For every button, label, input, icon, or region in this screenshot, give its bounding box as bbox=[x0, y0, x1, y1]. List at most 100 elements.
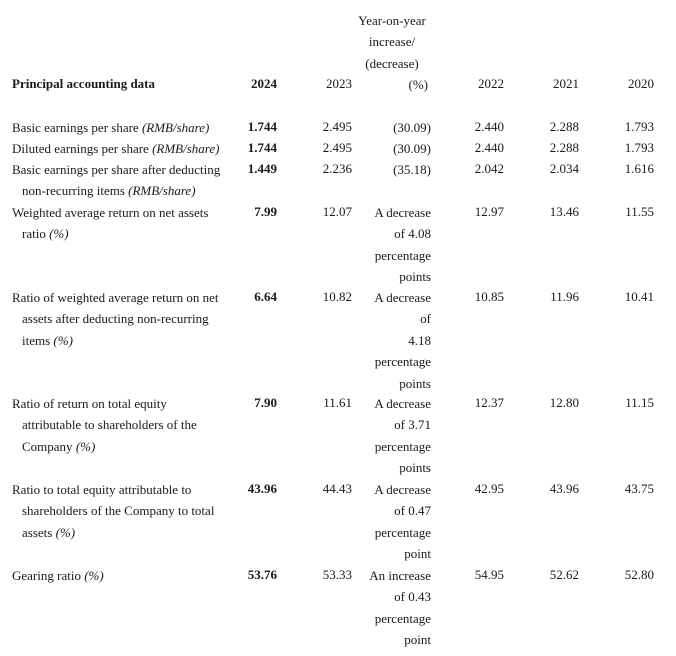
cell-2022: 54.95 bbox=[474, 567, 504, 582]
yoy-line: point bbox=[404, 632, 431, 648]
cell-2023: 10.82 bbox=[322, 289, 352, 304]
row-label-text: ratio bbox=[22, 226, 50, 242]
row-label-text: Ratio of return on total equity bbox=[12, 396, 167, 411]
cell-yoy: An increase of 0.43 percentage point bbox=[355, 565, 431, 651]
row-label-text: Ratio to total equity attributable to bbox=[12, 482, 192, 497]
row-label-text: Gearing ratio bbox=[12, 568, 85, 583]
yoy-line: of 0.43 bbox=[394, 589, 431, 605]
row-label-text: Company bbox=[22, 438, 76, 454]
yoy-line: An increase bbox=[369, 568, 431, 583]
cell-2020: 1.793 bbox=[624, 119, 654, 134]
yoy-line: A decrease bbox=[374, 290, 431, 305]
cell-2024: 1.744 bbox=[247, 140, 277, 155]
row-label-text: items bbox=[22, 332, 54, 348]
yoy-line: of 4.08 bbox=[394, 226, 431, 242]
yoy-line: of bbox=[420, 311, 431, 327]
cell-2023: 2.236 bbox=[322, 161, 352, 176]
cell-2023: 53.33 bbox=[322, 567, 352, 582]
row-label-text: non-recurring items bbox=[22, 183, 129, 199]
row-label-text: Basic earnings per share bbox=[12, 120, 142, 135]
cell-2023: 12.07 bbox=[322, 204, 352, 219]
cell-2021: 12.80 bbox=[549, 395, 579, 410]
row-label-basic-eps: Basic earnings per share (RMB/share) bbox=[12, 117, 237, 138]
header-year-2021: 2021 bbox=[553, 76, 579, 91]
cell-2021: 2.288 bbox=[549, 119, 579, 134]
cell-2022: 2.440 bbox=[474, 140, 504, 155]
yoy-line: A decrease bbox=[374, 396, 431, 411]
cell-2020: 1.616 bbox=[624, 161, 654, 176]
yoy-line: points bbox=[399, 269, 431, 285]
cell-2024: 7.90 bbox=[254, 395, 277, 410]
cell-2022: 2.042 bbox=[474, 161, 504, 176]
table-title: Principal accounting data bbox=[12, 76, 156, 91]
row-label-unit: (RMB/share) bbox=[152, 141, 220, 156]
cell-2020: 11.55 bbox=[625, 204, 654, 219]
cell-2023: 2.495 bbox=[322, 119, 352, 134]
yoy-line: of 0.47 bbox=[394, 503, 431, 519]
row-label-text: attributable to shareholders of the bbox=[22, 417, 197, 433]
cell-2024: 53.76 bbox=[247, 567, 277, 582]
cell-2020: 1.793 bbox=[624, 140, 654, 155]
cell-yoy: (30.09) bbox=[393, 120, 431, 135]
cell-2024: 6.64 bbox=[254, 289, 277, 304]
row-label-text: shareholders of the Company to total bbox=[22, 503, 215, 519]
cell-2024: 7.99 bbox=[254, 204, 277, 219]
cell-2020: 52.80 bbox=[624, 567, 654, 582]
row-label-unit: (RMB/share) bbox=[128, 183, 196, 199]
row-label-weighted-roe: Weighted average return on net assets ra… bbox=[12, 202, 237, 245]
cell-2020: 11.15 bbox=[625, 395, 654, 410]
header-year-2022: 2022 bbox=[478, 76, 504, 91]
cell-2023: 44.43 bbox=[322, 481, 352, 496]
row-label-text: Weighted average return on net assets bbox=[12, 205, 209, 220]
header-year-2020: 2020 bbox=[628, 76, 654, 91]
row-label-text: Ratio of weighted average return on net bbox=[12, 290, 219, 305]
cell-yoy: A decrease of 4.08 percentage points bbox=[355, 202, 431, 288]
yoy-line: percentage bbox=[374, 610, 431, 626]
row-label-diluted-eps: Diluted earnings per share (RMB/share) bbox=[12, 138, 237, 159]
cell-2021: 13.46 bbox=[549, 204, 579, 219]
cell-2020: 43.75 bbox=[624, 481, 654, 496]
cell-2023: 11.61 bbox=[323, 395, 352, 410]
cell-2022: 12.37 bbox=[474, 395, 504, 410]
cell-2022: 12.97 bbox=[474, 204, 504, 219]
row-label-basic-eps-deducting: Basic earnings per share after deducting… bbox=[12, 159, 237, 202]
yoy-line: percentage bbox=[374, 354, 431, 370]
cell-2024: 1.744 bbox=[247, 119, 277, 134]
cell-yoy: (35.18) bbox=[393, 162, 431, 177]
row-label-unit: (RMB/share) bbox=[141, 120, 210, 135]
cell-2021: 43.96 bbox=[549, 481, 579, 496]
cell-2024: 43.96 bbox=[247, 481, 277, 496]
row-label-return-on-equity: Ratio of return on total equity attribut… bbox=[12, 393, 237, 457]
cell-yoy: A decrease of 0.47 percentage point bbox=[355, 479, 431, 565]
yoy-line: percentage bbox=[374, 438, 431, 454]
yoy-header-line: Year-on-year bbox=[358, 13, 426, 28]
yoy-line: points bbox=[399, 375, 431, 391]
yoy-line: percentage bbox=[374, 524, 431, 540]
cell-2020: 10.41 bbox=[624, 289, 654, 304]
row-label-text: assets after deducting non-recurring bbox=[22, 311, 209, 327]
row-label-equity-to-assets: Ratio to total equity attributable to sh… bbox=[12, 479, 237, 543]
yoy-line: A decrease bbox=[374, 482, 431, 497]
cell-yoy: (30.09) bbox=[393, 141, 431, 156]
row-label-gearing-ratio: Gearing ratio (%) bbox=[12, 565, 237, 586]
cell-2022: 42.95 bbox=[474, 481, 504, 496]
yoy-line: of 3.71 bbox=[394, 417, 431, 433]
yoy-line: percentage bbox=[374, 247, 431, 263]
row-label-unit: (%) bbox=[49, 226, 69, 242]
yoy-line: point bbox=[404, 546, 431, 562]
row-label-unit: (%) bbox=[84, 568, 104, 583]
yoy-line: 4.18 bbox=[408, 332, 431, 348]
header-year-2024: 2024 bbox=[251, 76, 277, 91]
cell-2022: 2.440 bbox=[474, 119, 504, 134]
row-label-unit: (%) bbox=[53, 332, 73, 348]
cell-2023: 2.495 bbox=[322, 140, 352, 155]
row-label-unit: (%) bbox=[75, 438, 96, 454]
cell-2021: 2.288 bbox=[549, 140, 579, 155]
cell-2021: 11.96 bbox=[550, 289, 579, 304]
cell-2021: 2.034 bbox=[549, 161, 579, 176]
cell-yoy: A decrease of 3.71 percentage points bbox=[355, 393, 431, 479]
yoy-header-line: increase/ bbox=[368, 34, 416, 50]
cell-2022: 10.85 bbox=[474, 289, 504, 304]
row-label-unit: (%) bbox=[55, 524, 76, 540]
yoy-header-line: (%) bbox=[408, 77, 429, 93]
